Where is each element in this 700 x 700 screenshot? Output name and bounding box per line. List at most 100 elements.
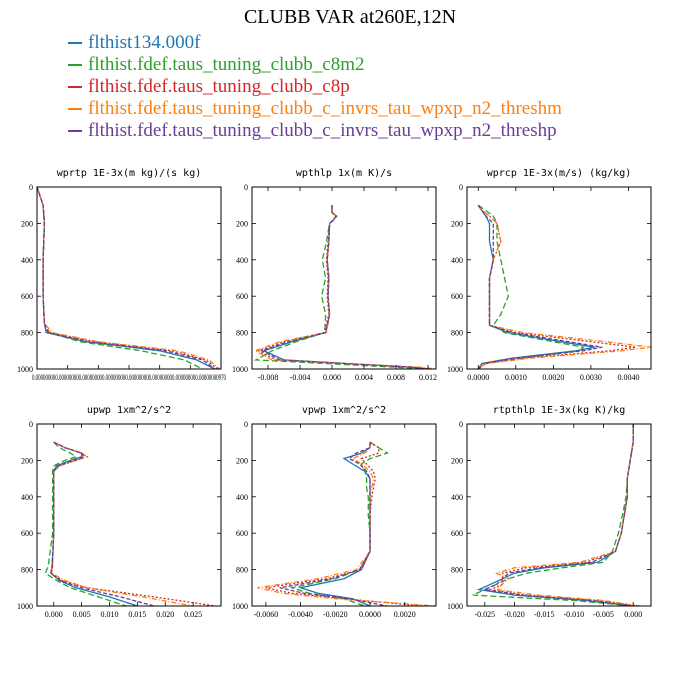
legend: flthist134.000f flthist.fdef.taus_tuning… <box>68 32 562 142</box>
series-line-2 <box>44 441 127 606</box>
x-tick-label: -0.0020 <box>323 610 348 619</box>
series-line-3 <box>37 187 219 369</box>
x-tick-label: 0.0040 <box>617 373 639 382</box>
y-tick-label: 400 <box>236 493 248 502</box>
x-tick-label: 0.000 <box>624 610 642 619</box>
x-tick-label: 0.000 <box>323 373 341 382</box>
series-group <box>44 441 216 606</box>
y-tick-label: 800 <box>21 566 33 575</box>
x-tick-label: 0.0010 <box>505 373 527 382</box>
x-tick-label: -0.008 <box>258 373 279 382</box>
x-tick-label: 0.008 <box>387 373 405 382</box>
y-tick-label: 1000 <box>17 365 33 374</box>
y-tick-label: 600 <box>21 292 33 301</box>
y-tick-label: 0 <box>29 183 33 192</box>
plot-frame <box>466 186 652 370</box>
legend-item: flthist.fdef.taus_tuning_clubb_c8m2 <box>68 54 562 76</box>
legend-label: flthist.fdef.taus_tuning_clubb_c_invrs_t… <box>88 98 562 119</box>
x-tick-label: -0.025 <box>474 610 495 619</box>
y-tick-label: 1000 <box>232 602 248 611</box>
legend-swatch <box>68 64 82 66</box>
y-tick-label: 0 <box>244 420 248 429</box>
series-line-1 <box>37 187 216 369</box>
y-tick-label: 200 <box>21 456 33 465</box>
x-tick-label: 0.000000000.000000000.000000000.00000000… <box>32 373 226 382</box>
panel-title: upwp 1xm^2/s^2 <box>87 405 171 416</box>
x-tick-label: 0.010 <box>100 610 118 619</box>
chart-panel-4: upwp 1xm^2/s^2 0 200 400 600 800 1000 0.000 0.00… <box>17 405 222 619</box>
y-tick-label: 200 <box>21 219 33 228</box>
x-tick-label: 0.020 <box>156 610 174 619</box>
legend-item: flthist.fdef.taus_tuning_clubb_c_invrs_t… <box>68 120 562 142</box>
legend-item: flthist.fdef.taus_tuning_clubb_c_invrs_t… <box>68 98 562 120</box>
y-tick-label: 800 <box>451 566 463 575</box>
x-tick-label: 0.0020 <box>542 373 564 382</box>
x-tick-label: 0.004 <box>355 373 373 382</box>
x-tick-label: 0.0030 <box>580 373 602 382</box>
series-line-4 <box>477 204 651 369</box>
x-tick-label: 0.012 <box>419 373 437 382</box>
chart-panel-3: wprcp 1E-3x(m/s) (kg/kg) 0 200 400 600 800 100… <box>447 168 652 382</box>
legend-label: flthist134.000f <box>88 32 201 53</box>
legend-item: flthist.fdef.taus_tuning_clubb_c8p <box>68 76 562 98</box>
y-tick-label: 200 <box>236 219 248 228</box>
panel-title: vpwp 1xm^2/s^2 <box>302 405 386 416</box>
y-tick-label: 600 <box>236 529 248 538</box>
y-tick-label: 200 <box>451 219 463 228</box>
series-line-2 <box>477 204 585 369</box>
y-tick-label: 600 <box>451 292 463 301</box>
panel-title: rtpthlp 1E-3x(kg K)/kg <box>493 405 625 416</box>
y-tick-label: 1000 <box>447 365 463 374</box>
y-tick-label: 400 <box>451 493 463 502</box>
plot-frame <box>36 186 222 370</box>
plot-frame <box>36 423 222 607</box>
x-tick-label: -0.0040 <box>288 610 313 619</box>
y-tick-label: 1000 <box>17 602 33 611</box>
y-tick-label: 800 <box>236 329 248 338</box>
series-line-5 <box>259 205 429 369</box>
series-line-5 <box>279 442 388 606</box>
y-tick-label: 600 <box>236 292 248 301</box>
y-tick-label: 800 <box>451 329 463 338</box>
y-tick-label: 0 <box>459 183 463 192</box>
y-tick-label: 1000 <box>447 602 463 611</box>
plot-frame <box>251 423 437 607</box>
x-tick-label: -0.020 <box>504 610 525 619</box>
y-tick-label: 0 <box>244 183 248 192</box>
x-tick-label: -0.010 <box>564 610 585 619</box>
series-line-5 <box>482 424 634 606</box>
series-line-3 <box>265 441 423 606</box>
legend-item: flthist134.000f <box>68 32 562 54</box>
chart-panel-6: rtpthlp 1E-3x(kg K)/kg 0 200 400 600 800 1000 -… <box>447 405 652 619</box>
y-tick-label: 200 <box>236 456 248 465</box>
panel-title: wpthlp 1x(m K)/s <box>296 168 392 179</box>
x-tick-label: 0.0000 <box>467 373 489 382</box>
x-tick-label: -0.0060 <box>254 610 279 619</box>
series-line-3 <box>50 441 216 606</box>
series-group <box>253 205 436 369</box>
y-tick-label: 800 <box>236 566 248 575</box>
series-line-2 <box>253 205 421 369</box>
y-tick-label: 600 <box>451 529 463 538</box>
y-tick-label: 400 <box>21 256 33 265</box>
series-line-2 <box>37 187 203 369</box>
figure-title: CLUBB VAR at260E,12N <box>243 6 457 28</box>
chart-panel-2: wpthlp 1x(m K)/s 0 200 400 600 800 1000 -0.008 -… <box>232 168 437 382</box>
x-tick-label: 0.000 <box>45 610 63 619</box>
x-tick-label: -0.005 <box>593 610 614 619</box>
x-tick-label: -0.015 <box>534 610 555 619</box>
x-tick-label: 0.015 <box>128 610 146 619</box>
y-tick-label: 0 <box>29 420 33 429</box>
series-line-4 <box>494 424 640 606</box>
plot-frame <box>251 186 437 370</box>
series-line-4 <box>50 441 194 606</box>
series-group <box>37 187 221 369</box>
series-line-1 <box>477 204 595 369</box>
series-line-4 <box>257 442 436 606</box>
y-tick-label: 400 <box>236 256 248 265</box>
series-line-2 <box>472 424 634 606</box>
chart-panel-5: vpwp 1xm^2/s^2 0 200 400 600 800 1000 -0.0060 -0… <box>232 405 437 619</box>
series-line-4 <box>37 187 221 369</box>
y-tick-label: 400 <box>21 493 33 502</box>
